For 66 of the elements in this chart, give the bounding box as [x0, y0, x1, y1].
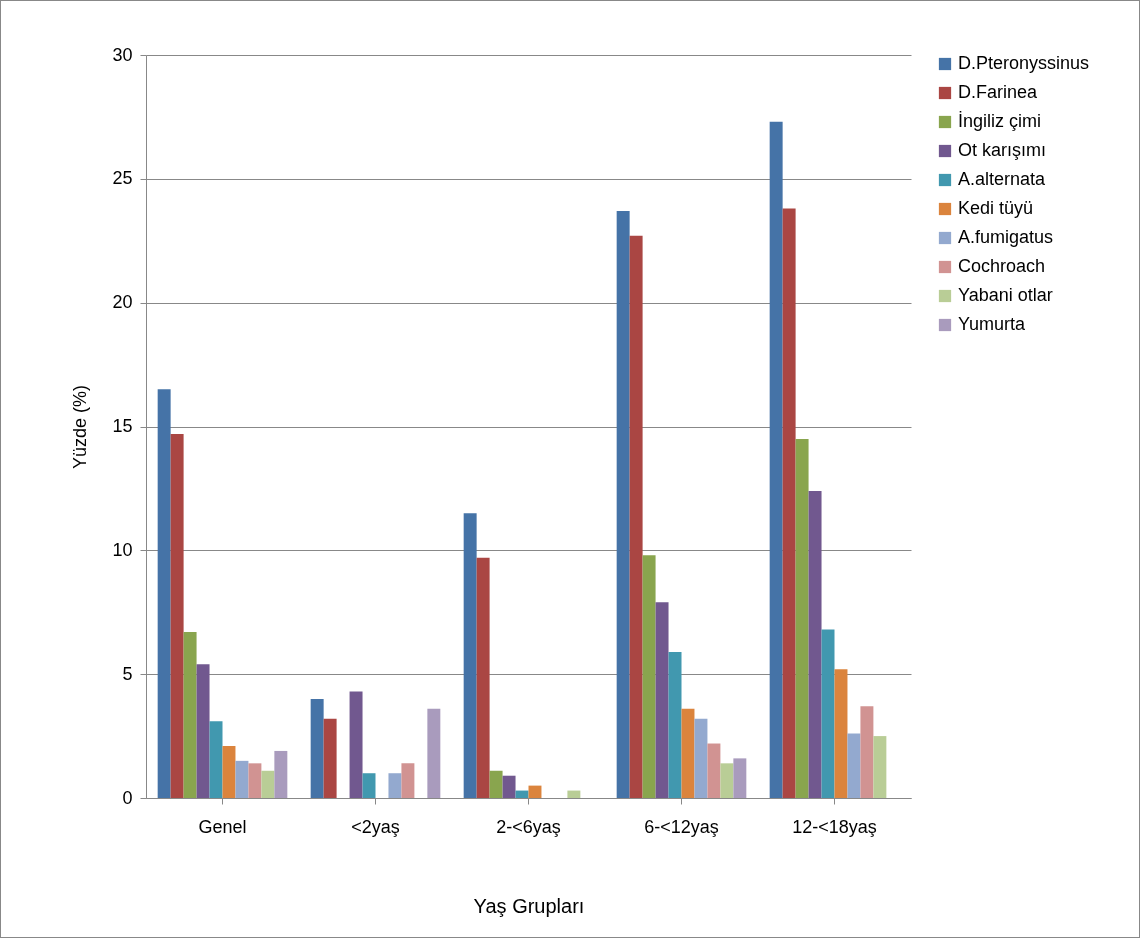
legend-label: Cochroach — [958, 256, 1046, 276]
legend-label: D.Farinea — [958, 82, 1039, 102]
bar — [834, 669, 848, 798]
x-tick-label: 2-<6yaş — [496, 816, 561, 837]
x-tick-label: Genel — [198, 816, 247, 837]
bar — [629, 235, 643, 798]
bar — [401, 763, 415, 798]
bar — [196, 664, 210, 798]
legend-label: A.alternata — [958, 169, 1047, 189]
bar — [502, 775, 516, 798]
bar — [795, 438, 809, 798]
bar — [847, 733, 861, 798]
bar — [769, 121, 783, 798]
bar — [515, 790, 529, 798]
bar — [310, 698, 324, 798]
bar — [733, 758, 747, 798]
y-tick-label: 15 — [112, 416, 133, 436]
legend-label: Yabani otlar — [958, 285, 1053, 305]
bar — [323, 718, 337, 798]
bar — [427, 708, 441, 798]
bar — [209, 721, 223, 798]
bar — [821, 629, 835, 798]
legend-label: İngiliz çimi — [958, 111, 1042, 131]
bar — [808, 490, 822, 798]
bar — [183, 632, 197, 798]
y-tick-label: 10 — [112, 539, 133, 560]
legend-label: Kedi tüyü — [958, 198, 1034, 218]
x-tick-label: <2yaş — [351, 816, 400, 837]
legend-label: A.fumigatus — [958, 227, 1054, 247]
y-tick-label: 0 — [122, 787, 133, 808]
legend-label: D.Pteronyssinus — [958, 53, 1090, 73]
bar — [681, 708, 695, 798]
x-tick-label: 6-<12yaş — [644, 816, 719, 837]
bar — [248, 763, 262, 798]
bar — [489, 770, 503, 798]
bar — [463, 513, 477, 798]
y-tick-label: 20 — [112, 292, 133, 313]
bar — [642, 555, 656, 798]
x-tick-label: 12-<18yaş — [792, 816, 877, 837]
y-tick-label: 30 — [112, 44, 133, 65]
bar — [567, 790, 581, 798]
bar — [222, 745, 236, 798]
bar — [616, 211, 630, 798]
bar — [388, 773, 402, 798]
y-axis-title: Yüzde (%) — [70, 384, 91, 470]
legend-label: Yumurta — [958, 314, 1027, 334]
bar — [782, 208, 796, 798]
bar — [655, 602, 669, 798]
bar — [349, 691, 363, 798]
bar — [261, 770, 275, 798]
y-tick-label: 25 — [112, 168, 133, 189]
y-tick-label: 5 — [122, 663, 133, 684]
bar — [157, 389, 171, 798]
x-axis-title: Yaş Grupları — [473, 894, 585, 917]
legend-label: Ot karışımı — [958, 140, 1047, 160]
bar — [476, 557, 490, 798]
bar — [873, 736, 887, 798]
bar — [274, 750, 288, 798]
bar — [707, 743, 721, 798]
bar — [668, 651, 682, 798]
bar — [235, 760, 249, 798]
bar — [170, 433, 184, 798]
bar — [720, 763, 734, 798]
bar — [694, 718, 708, 798]
bar — [860, 706, 874, 798]
bar — [362, 773, 376, 798]
